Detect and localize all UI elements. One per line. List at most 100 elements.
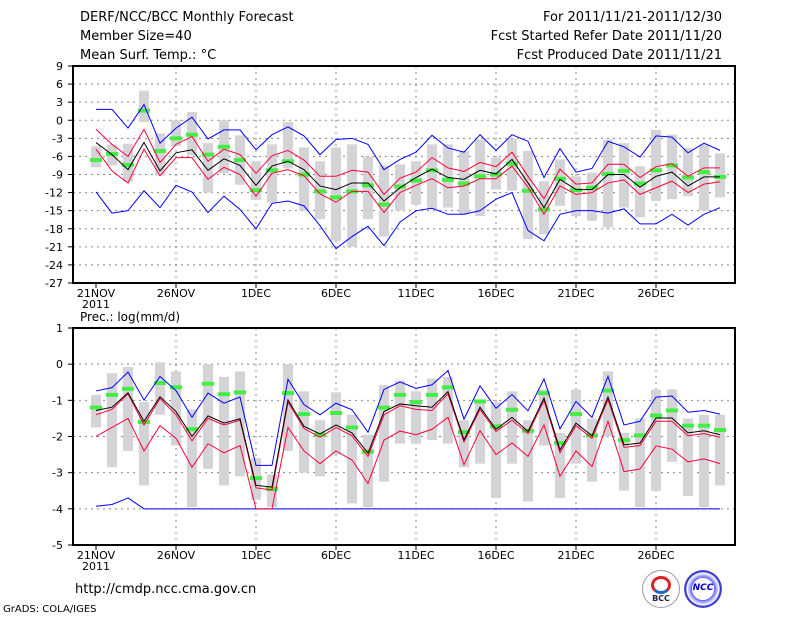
spread-box xyxy=(155,362,165,415)
spread-box xyxy=(667,389,677,462)
bcc-logo: BCC xyxy=(642,570,680,608)
observed-marker xyxy=(426,392,438,397)
observed-marker xyxy=(586,185,598,190)
spread-box xyxy=(523,420,533,502)
spread-box xyxy=(699,414,709,508)
observed-marker xyxy=(298,172,310,177)
observed-marker xyxy=(538,391,550,396)
observed-marker xyxy=(698,423,710,428)
member-size: Member Size=40 xyxy=(80,29,192,44)
spread-box xyxy=(347,144,357,247)
spread-box xyxy=(203,143,213,193)
x-tick-label: 6DEC xyxy=(321,287,351,300)
observed-marker xyxy=(410,178,422,183)
grads-credit: GrADS: COLA/IGES xyxy=(3,604,97,615)
x-tick-label: 16DEC xyxy=(477,549,514,562)
spread-box xyxy=(523,150,533,239)
x-tick-label: 6DEC xyxy=(321,549,351,562)
precip-title: Prec.: log(mm/d) xyxy=(80,310,181,324)
observed-marker xyxy=(650,413,662,418)
spread-box xyxy=(475,400,485,464)
observed-marker xyxy=(218,144,230,149)
observed-marker xyxy=(218,392,230,397)
plot-frame xyxy=(72,327,736,546)
spread-box xyxy=(155,133,165,176)
observed-marker xyxy=(538,207,550,212)
observed-marker xyxy=(682,175,694,180)
y-tick-label: 1 xyxy=(56,322,63,335)
observed-marker xyxy=(378,405,390,410)
observed-marker xyxy=(490,424,502,429)
observed-marker xyxy=(682,423,694,428)
observed-marker xyxy=(154,380,166,385)
spread-box xyxy=(619,432,629,491)
ensemble-min-line xyxy=(95,497,720,510)
observed-marker xyxy=(602,388,614,393)
spread-box xyxy=(283,122,293,169)
observed-marker xyxy=(250,188,262,193)
observed-marker xyxy=(346,425,358,430)
spread-box xyxy=(315,420,325,477)
observed-marker xyxy=(618,168,630,173)
year-label: 2011 xyxy=(82,298,110,311)
observed-marker xyxy=(202,152,214,157)
spread-box xyxy=(603,139,613,228)
y-tick-label: 6 xyxy=(56,78,63,91)
observed-marker xyxy=(106,392,118,397)
x-tick-label: 21NOV xyxy=(77,549,116,562)
spread-box xyxy=(459,420,469,468)
spread-box xyxy=(123,367,133,451)
observed-marker xyxy=(442,177,454,182)
ensemble-max-line xyxy=(95,369,721,466)
observed-marker xyxy=(634,433,646,438)
spread-box xyxy=(443,144,453,208)
x-tick-label: 11DEC xyxy=(397,287,434,300)
produced-date: Fcst Produced Date 2011/11/21 xyxy=(516,48,722,63)
spread-box xyxy=(651,389,661,491)
spread-box xyxy=(443,376,453,444)
spread-box xyxy=(171,120,181,147)
spread-box xyxy=(555,159,565,206)
observed-marker xyxy=(250,476,262,481)
spread-box xyxy=(379,385,389,482)
observed-marker xyxy=(170,385,182,390)
observed-marker xyxy=(490,172,502,177)
spread-box xyxy=(299,391,309,473)
observed-marker xyxy=(458,430,470,435)
spread-box xyxy=(619,143,629,208)
observed-marker xyxy=(170,136,182,141)
observed-marker xyxy=(570,188,582,193)
spread-box xyxy=(331,392,341,455)
y-tick-label: 0 xyxy=(56,114,63,127)
observed-marker xyxy=(394,392,406,397)
spread-box xyxy=(699,144,709,211)
lower-spread-line xyxy=(95,416,721,510)
x-tick-label: 26DEC xyxy=(637,287,674,300)
observed-marker xyxy=(394,184,406,189)
x-tick-label: 21NOV xyxy=(77,287,116,300)
y-tick-label: -27 xyxy=(45,277,63,290)
observed-marker xyxy=(330,410,342,415)
spread-box xyxy=(635,418,645,508)
spread-box xyxy=(139,402,149,486)
spread-box xyxy=(299,147,309,211)
observed-marker xyxy=(458,181,470,186)
y-tick-label: -15 xyxy=(45,205,63,218)
y-tick-label: -5 xyxy=(52,539,63,552)
upper-spread-line xyxy=(95,128,720,200)
spread-box xyxy=(427,378,437,441)
spread-box xyxy=(107,373,117,468)
observed-marker xyxy=(634,181,646,186)
x-tick-label: 16DEC xyxy=(477,287,514,300)
y-tick-label: -12 xyxy=(45,187,63,200)
spread-box xyxy=(411,161,421,205)
spread-box xyxy=(587,172,597,221)
spread-box xyxy=(603,371,613,437)
figure-title: DERF/NCC/BCC Monthly Forecast xyxy=(80,10,294,25)
source-url[interactable]: http://cmdp.ncc.cma.gov.cn xyxy=(75,582,257,597)
observed-marker xyxy=(90,405,102,410)
spread-box xyxy=(635,166,645,218)
variable-label: Mean Surf. Temp.: °C xyxy=(80,48,217,63)
